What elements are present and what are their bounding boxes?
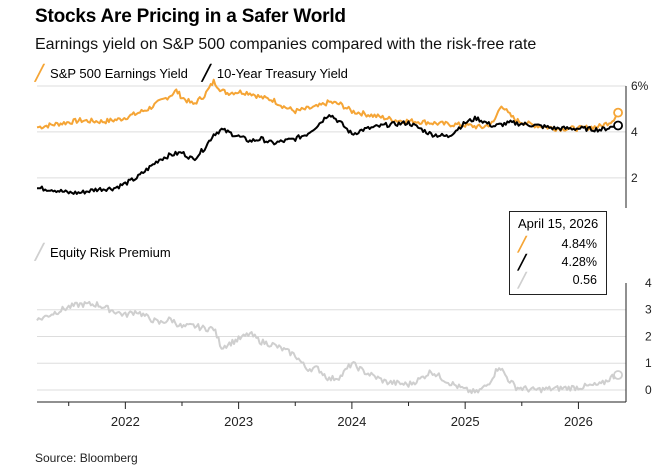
tooltip-earnings-value: 4.84% — [561, 237, 597, 251]
earnings-yield-line — [36, 78, 619, 132]
tooltip-treasury-swatch: ╱ — [518, 253, 527, 270]
legend-treasury-swatch: ╱ — [201, 65, 211, 82]
tooltip-premium-swatch: ╱ — [518, 271, 527, 288]
premium-endpoint-marker — [613, 370, 623, 380]
x-tick-label-2025: 2025 — [451, 414, 480, 429]
legend-premium-label: Equity Risk Premium — [50, 244, 171, 260]
x-tick-label-2024: 2024 — [337, 414, 366, 429]
tooltip-date: April 15, 2026 — [518, 216, 599, 231]
legend-earnings-swatch: ╱ — [35, 65, 45, 82]
y-tick-label-bottom-3: 1 — [645, 356, 652, 370]
chart-subtitle: Earnings yield on S&P 500 companies comp… — [35, 36, 537, 53]
x-tick-label-2023: 2023 — [224, 414, 253, 429]
tooltip-premium-value: 0.56 — [572, 273, 597, 287]
treasury-endpoint-marker — [613, 120, 623, 131]
tooltip-treasury-value: 4.28% — [561, 255, 597, 269]
y-tick-label-top-0: 6% — [631, 79, 649, 93]
tooltip-row-treasury: ╱ 4.28% — [518, 254, 597, 270]
hover-tooltip: April 15, 2026 ╱ 4.84% ╱ 4.28% ╱ 0.56 — [509, 211, 607, 295]
equity-risk-premium-line — [36, 300, 620, 395]
tooltip-row-premium: ╱ 0.56 — [518, 272, 597, 288]
y-tick-label-top-1: 4 — [631, 125, 638, 139]
y-tick-label-bottom-0: 4 — [645, 276, 652, 290]
x-tick-label-2022: 2022 — [111, 414, 140, 429]
y-tick-label-bottom-2: 2 — [645, 329, 652, 343]
x-tick-label-2026: 2026 — [564, 414, 593, 429]
earnings-endpoint-marker — [613, 107, 623, 118]
legend-treasury-label: 10-Year Treasury Yield — [216, 65, 348, 81]
chart-title: Stocks Are Pricing in a Safer World — [35, 6, 346, 27]
tooltip-earnings-swatch: ╱ — [518, 235, 527, 252]
tooltip-row-earnings: ╱ 4.84% — [518, 236, 597, 252]
legend-earnings-label: S&P 500 Earnings Yield — [50, 65, 188, 81]
legend-top: ╱ S&P 500 Earnings Yield ╱ 10-Year Treas… — [35, 64, 348, 82]
y-tick-label-top-2: 2 — [631, 171, 638, 185]
legend-premium-swatch: ╱ — [35, 244, 45, 261]
treasury-yield-line — [37, 114, 619, 195]
source-note: Source: Bloomberg — [35, 451, 138, 465]
legend-bottom: ╱ Equity Risk Premium — [35, 243, 171, 261]
y-tick-label-bottom-1: 3 — [645, 303, 652, 317]
y-tick-label-bottom-4: 0 — [645, 383, 652, 397]
